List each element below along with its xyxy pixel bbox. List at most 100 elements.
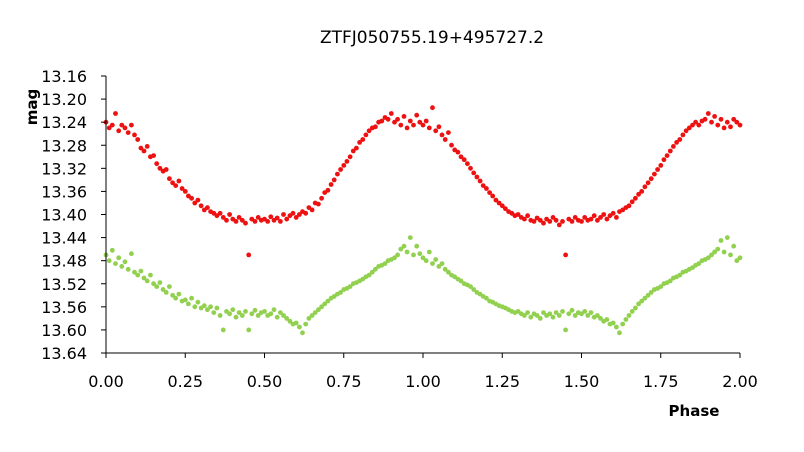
data-point [138, 145, 144, 151]
axes-layer [105, 76, 740, 354]
data-point [316, 201, 321, 207]
data-point [281, 313, 286, 318]
data-point [116, 128, 122, 134]
data-point [249, 311, 255, 317]
y-tick-label: 13.44 [41, 229, 87, 248]
data-point [563, 327, 568, 333]
data-point [582, 309, 588, 314]
data-point [144, 144, 150, 149]
x-tick-label: 2.00 [722, 372, 758, 391]
x-axis-label: Phase [669, 402, 720, 420]
data-point [446, 130, 451, 136]
data-point [588, 216, 594, 222]
data-point [550, 314, 556, 320]
data-point [119, 264, 125, 269]
data-point [243, 309, 248, 314]
data-point [598, 215, 603, 220]
x-tick-label: 1.75 [643, 372, 679, 391]
data-point [683, 128, 689, 134]
data-point [347, 284, 353, 289]
data-point [192, 304, 198, 310]
data-point [503, 206, 508, 212]
data-point [157, 165, 163, 171]
data-point [661, 157, 667, 163]
data-point [373, 266, 378, 272]
data-point [414, 112, 420, 118]
data-point [316, 307, 321, 313]
data-point [303, 321, 309, 327]
data-point [201, 303, 207, 309]
data-point [705, 111, 711, 116]
data-point [287, 318, 293, 324]
data-point [233, 219, 239, 224]
y-tick-label: 13.60 [41, 321, 87, 340]
data-point [655, 167, 660, 172]
y-tick-label: 13.28 [41, 136, 87, 155]
data-point [309, 313, 315, 318]
data-point [173, 183, 179, 189]
data-point [461, 157, 467, 163]
data-point [170, 180, 176, 186]
data-point [217, 210, 223, 216]
data-point [579, 219, 584, 224]
data-point [366, 128, 372, 134]
data-point [436, 264, 442, 269]
data-point [528, 314, 534, 320]
data-point [439, 132, 445, 138]
x-axis-ticks: 0.00 0.25 0.50 0.75 1.00 1.25 1.50 1.75 2.00 [88, 353, 758, 391]
data-point [591, 213, 597, 219]
data-point [667, 278, 673, 284]
data-point [182, 297, 188, 303]
data-point [455, 149, 461, 155]
data-point [312, 310, 318, 315]
data-point [109, 122, 115, 128]
y-tick-label: 13.16 [41, 67, 87, 86]
data-point [401, 243, 407, 249]
data-point [205, 205, 210, 211]
data-point [680, 132, 686, 138]
data-point [702, 116, 708, 122]
data-point [297, 212, 302, 217]
data-point [718, 116, 724, 122]
data-point [515, 212, 521, 217]
data-point [135, 272, 141, 278]
data-point [572, 313, 578, 318]
data-point [636, 301, 641, 307]
data-point [113, 261, 118, 266]
series-layer [103, 105, 743, 336]
data-point [705, 255, 711, 261]
data-point [129, 122, 134, 128]
data-point [189, 295, 195, 301]
data-point [220, 215, 226, 220]
data-point [338, 167, 343, 172]
x-tick-label: 0.50 [247, 372, 283, 391]
data-point [560, 309, 565, 314]
data-point [721, 249, 727, 255]
data-point [195, 299, 201, 305]
data-point [271, 307, 277, 313]
data-point [709, 252, 714, 258]
data-point [442, 266, 448, 272]
data-point [106, 258, 112, 264]
data-point [144, 278, 150, 284]
data-point [480, 183, 486, 189]
data-point [239, 217, 245, 223]
y-axis-ticks: 13.16 13.20 13.24 13.28 13.32 13.36 13.40 13.44… [41, 67, 106, 363]
data-point [154, 284, 160, 289]
data-point [341, 163, 347, 168]
data-point [636, 191, 641, 197]
data-point [569, 219, 575, 224]
data-point [284, 316, 290, 321]
data-point [696, 261, 702, 266]
data-point [629, 199, 635, 205]
x-tick-label: 1.50 [564, 372, 600, 391]
data-point [306, 316, 312, 321]
data-point [395, 116, 400, 122]
data-point [433, 128, 439, 134]
data-point [281, 212, 286, 217]
data-point [319, 304, 324, 310]
data-point [531, 219, 537, 224]
data-point [718, 238, 724, 243]
y-tick-label: 13.40 [41, 206, 87, 225]
data-point [648, 176, 654, 182]
